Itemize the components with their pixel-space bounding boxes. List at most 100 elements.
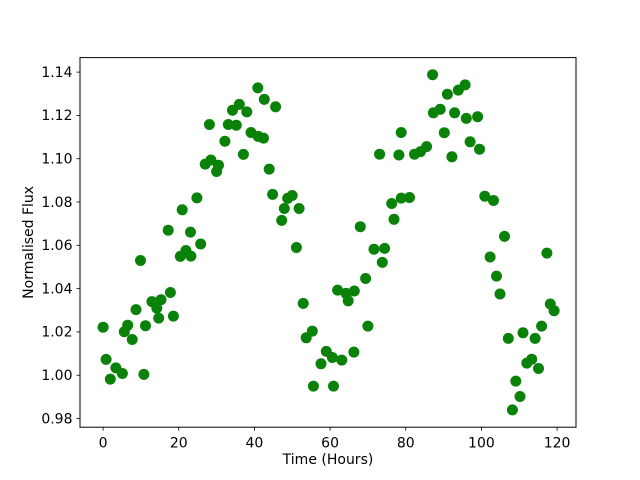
data-point <box>213 159 224 171</box>
data-point <box>97 321 109 333</box>
data-point <box>203 119 215 130</box>
data-point <box>421 141 433 153</box>
data-point <box>176 204 188 216</box>
data-point <box>258 132 269 144</box>
data-point <box>241 106 253 118</box>
data-point <box>438 127 450 139</box>
data-point <box>270 101 282 113</box>
data-point <box>395 192 407 204</box>
data-point <box>167 310 179 322</box>
data-point <box>138 368 150 380</box>
data-point <box>233 98 245 110</box>
data-point <box>290 242 302 253</box>
y-tick-label: 1.14 <box>41 65 72 81</box>
data-point <box>464 136 476 148</box>
data-point <box>368 243 380 255</box>
data-point <box>386 198 398 209</box>
data-point <box>360 273 372 284</box>
data-point <box>488 195 499 206</box>
data-point <box>348 285 360 297</box>
data-point <box>307 380 319 392</box>
data-point <box>446 151 458 163</box>
data-point <box>479 190 491 202</box>
data-point <box>222 119 234 130</box>
x-tick-label: 120 <box>544 436 571 452</box>
data-point <box>541 247 553 259</box>
data-point <box>326 352 338 363</box>
data-point <box>441 88 453 100</box>
data-point <box>491 270 502 282</box>
data-point <box>362 320 374 332</box>
data-point <box>379 242 391 254</box>
data-point <box>506 404 518 416</box>
y-tick-label: 1.00 <box>41 368 72 384</box>
data-point <box>122 319 134 331</box>
y-tick-label: 1.12 <box>41 108 72 124</box>
y-tick-label: 1.08 <box>41 195 72 211</box>
data-point <box>404 192 415 203</box>
data-point <box>395 127 407 138</box>
data-point <box>267 188 279 200</box>
x-tick-label: 40 <box>245 436 263 452</box>
data-point <box>517 327 529 339</box>
data-point <box>494 288 506 300</box>
y-tick-label: 0.98 <box>41 411 72 427</box>
x-tick-label: 100 <box>468 436 495 452</box>
x-tick-label: 20 <box>170 436 188 452</box>
data-point <box>219 135 231 147</box>
data-point <box>162 224 174 236</box>
data-point <box>472 111 484 123</box>
data-point <box>237 148 249 160</box>
data-point <box>388 213 400 225</box>
data-point <box>116 368 128 379</box>
data-point <box>510 375 522 387</box>
data-point <box>185 250 197 262</box>
data-point <box>195 238 207 250</box>
data-point <box>276 214 288 226</box>
data-point <box>151 302 163 314</box>
data-point <box>474 143 485 155</box>
data-point <box>536 320 548 332</box>
y-tick-label: 1.02 <box>41 325 72 341</box>
data-point <box>342 295 354 307</box>
data-point <box>258 93 270 105</box>
data-point <box>354 221 366 233</box>
data-point <box>336 354 348 366</box>
data-point <box>293 203 305 214</box>
y-tick-label: 1.10 <box>41 152 72 168</box>
y-tick-label: 1.04 <box>41 281 72 297</box>
x-axis-label: Time (Hours) <box>282 452 374 468</box>
x-tick-label: 80 <box>397 436 415 452</box>
data-point <box>374 148 386 160</box>
data-point <box>252 82 264 94</box>
data-point <box>434 103 446 115</box>
data-point <box>135 255 146 266</box>
plot-border <box>79 57 577 428</box>
data-point <box>514 391 526 402</box>
x-tick-label: 60 <box>321 436 339 452</box>
data-point <box>449 107 461 119</box>
data-point <box>459 79 471 91</box>
data-point <box>278 203 290 214</box>
data-point <box>230 119 242 131</box>
y-axis-label: Normalised Flux <box>21 186 37 299</box>
data-point <box>393 149 405 161</box>
data-point <box>484 251 496 263</box>
data-point <box>100 353 112 365</box>
data-point <box>286 190 298 201</box>
data-point <box>348 346 360 358</box>
data-point <box>155 294 167 306</box>
data-point <box>104 373 116 385</box>
data-point <box>153 312 165 324</box>
data-point <box>140 320 151 332</box>
data-point <box>185 226 196 238</box>
data-point <box>427 69 439 81</box>
data-point <box>306 325 318 337</box>
data-point <box>548 305 560 317</box>
data-point <box>376 256 388 268</box>
data-point <box>529 332 541 344</box>
x-tick-label: 0 <box>99 436 108 452</box>
